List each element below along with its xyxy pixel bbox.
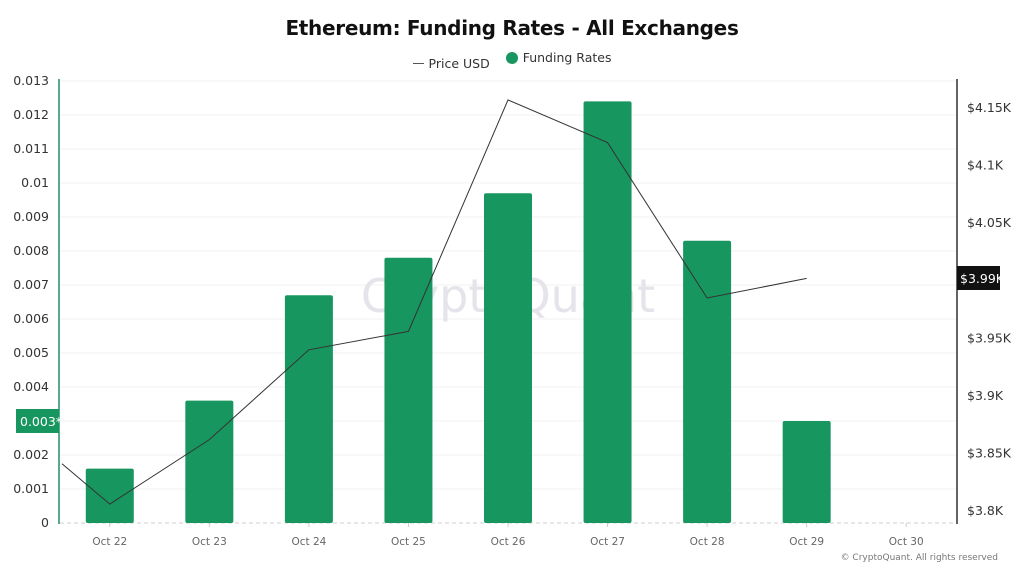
left-axis-tick: 0.008 — [13, 243, 49, 258]
x-axis-tick: Oct 22 — [92, 536, 127, 548]
dot-swatch-icon — [505, 51, 518, 64]
x-axis-tick: Oct 27 — [590, 536, 625, 548]
right-axis-marker-label: $3.99K — [960, 271, 1005, 286]
price-line[interactable] — [61, 99, 807, 505]
copyright: © CryptoQuant. All rights reserved — [840, 553, 998, 563]
right-axis-marker — [957, 266, 1000, 290]
funding-rate-bar[interactable] — [484, 193, 532, 523]
right-axis-tick: $3.85K — [967, 445, 1012, 460]
right-axis-tick: $3.95K — [967, 330, 1012, 345]
funding-rate-bar[interactable] — [384, 257, 433, 523]
x-axis-tick: Oct 29 — [789, 536, 824, 548]
right-axis-tick: $3.8K — [967, 503, 1004, 518]
funding-rate-bar[interactable] — [185, 400, 234, 523]
right-axis-tick: $4.05K — [967, 215, 1012, 230]
right-axis-tick: $3.9K — [967, 388, 1004, 403]
chart-title: Ethereum: Funding Rates - All Exchanges — [285, 16, 739, 40]
left-axis-marker-label: 0.003* — [20, 414, 62, 429]
funding-rate-bar[interactable] — [782, 421, 831, 523]
funding-rate-bar[interactable] — [284, 295, 333, 523]
left-axis-tick: 0.01 — [21, 175, 49, 190]
funding-rate-bar[interactable] — [583, 101, 632, 524]
legend-label-price: Price USD — [428, 55, 490, 71]
funding-rate-bar[interactable] — [85, 468, 134, 523]
x-axis-tick: Oct 28 — [690, 536, 725, 548]
x-axis-tick: Oct 23 — [192, 536, 227, 548]
legend-item-price[interactable]: Price USD — [412, 55, 490, 71]
left-axis-tick: 0 — [41, 515, 49, 530]
legend: Price USD Funding Rates — [0, 50, 1024, 71]
left-axis-tick: 0.011 — [13, 141, 49, 156]
right-axis-tick: $4.15K — [967, 100, 1012, 115]
left-axis-tick: 0.001 — [13, 481, 49, 496]
left-axis-tick: 0.012 — [13, 107, 49, 122]
funding-rate-bar[interactable] — [683, 240, 732, 524]
left-axis-marker — [16, 409, 59, 433]
x-axis-tick: Oct 24 — [291, 536, 326, 548]
left-axis-tick: 0.013 — [13, 73, 49, 88]
legend-item-funding[interactable]: Funding Rates — [505, 50, 612, 65]
right-axis-tick: $4.1K — [967, 158, 1004, 173]
left-axis-tick: 0.004 — [13, 379, 49, 394]
x-axis-tick: Oct 25 — [391, 536, 426, 548]
legend-label-funding: Funding Rates — [522, 50, 612, 65]
left-axis-tick: 0.005 — [13, 345, 49, 360]
x-axis-tick: Oct 26 — [491, 536, 526, 548]
line-swatch-icon — [412, 62, 424, 64]
left-axis-tick: 0.006 — [13, 311, 49, 326]
left-axis-tick: 0.002 — [13, 447, 49, 462]
x-axis-tick: Oct 30 — [889, 536, 924, 548]
left-axis-tick: 0.007 — [13, 277, 49, 292]
left-axis-tick: 0.009 — [13, 209, 49, 224]
